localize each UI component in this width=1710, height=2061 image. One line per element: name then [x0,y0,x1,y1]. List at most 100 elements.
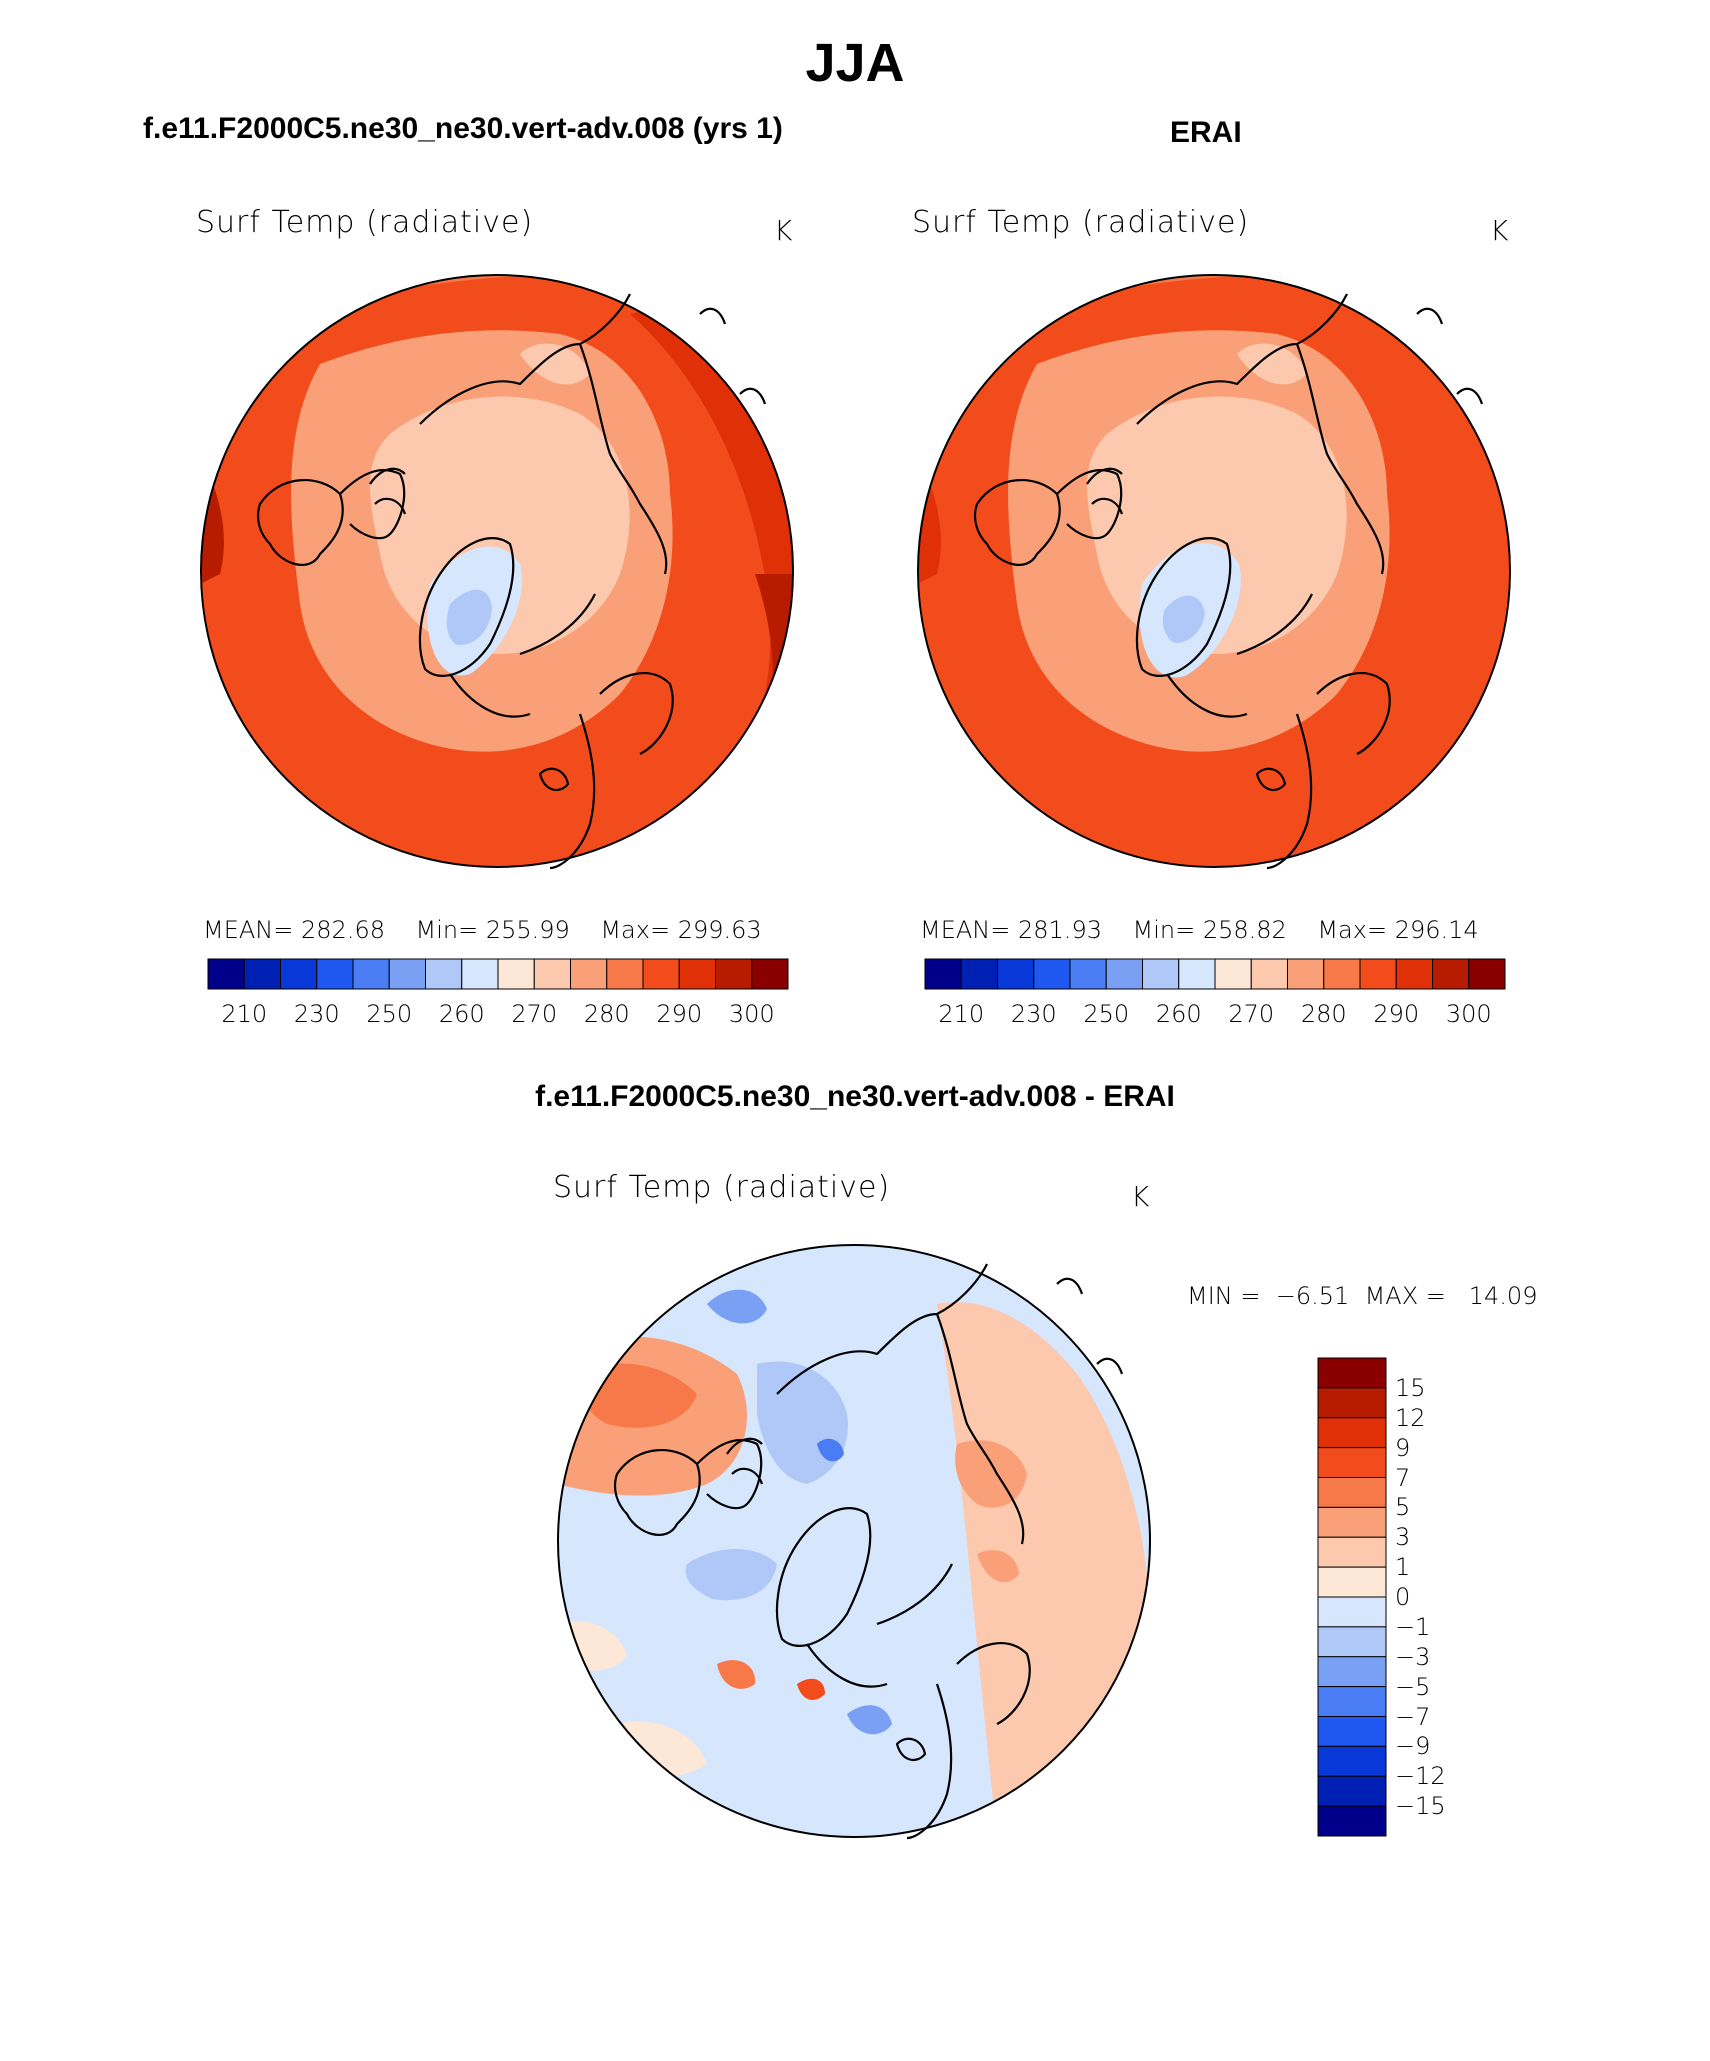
obs-colorbar-swatch [1250,958,1288,990]
model-colorbar-tick: 290 [656,1000,703,1028]
obs-variable-label: Surf Temp (radiative) [912,205,1250,240]
diff-colorbar-swatch [1317,1447,1387,1478]
model-max-value: 299.63 [677,916,762,944]
model-panel-header: f.e11.F2000C5.ne30_ne30.vert-adv.008 (yr… [143,112,783,145]
model-colorbar [207,958,789,990]
obs-colorbar-tick: 250 [1083,1000,1130,1028]
model-colorbar-swatch [678,958,716,990]
obs-colorbar-swatch [1468,958,1506,990]
model-colorbar-swatch [352,958,390,990]
diff-colorbar-tick: −12 [1395,1762,1446,1791]
obs-min-label: Min= [1132,916,1196,944]
diff-colorbar-tick: 1 [1395,1553,1411,1582]
model-colorbar-swatch [497,958,535,990]
diff-colorbar-swatch [1317,1506,1387,1538]
obs-mean-label: MEAN= [920,916,1011,944]
diff-colorbar-tick: 12 [1395,1403,1426,1432]
model-polar-map [200,274,794,870]
model-colorbar-ticks: 210 230 250 260 270 280 290 300 [208,1000,788,1032]
model-colorbar-swatch [316,958,354,990]
obs-colorbar-swatch [1105,958,1143,990]
diff-colorbar-tick: −7 [1395,1702,1431,1731]
diff-variable-label: Surf Temp (radiative) [553,1170,891,1205]
obs-colorbar-swatch [1142,958,1180,990]
obs-polar-map [917,274,1511,870]
obs-colorbar-swatch [1178,958,1216,990]
model-min-value: 255.99 [485,916,570,944]
diff-colorbar-tick: 3 [1395,1523,1411,1552]
model-colorbar-tick: 280 [583,1000,630,1028]
diff-colorbar-swatch [1317,1626,1387,1658]
model-stats: MEAN= 282.68 Min= 255.99 Max= 299.63 [203,916,762,944]
diff-min-value: −6.51 [1275,1282,1350,1310]
diff-polar-map [557,1244,1151,1840]
obs-colorbar-tick: 270 [1228,1000,1275,1028]
model-colorbar-swatch [715,958,753,990]
model-mean-label: MEAN= [203,916,294,944]
obs-colorbar-tick: 290 [1373,1000,1420,1028]
obs-colorbar-tick: 280 [1300,1000,1347,1028]
diff-colorbar-tick: 5 [1395,1493,1411,1522]
diff-colorbar-swatch [1317,1656,1387,1688]
obs-colorbar-swatch [1359,958,1397,990]
obs-colorbar-ticks: 210 230 250 260 270 280 290 300 [925,1000,1505,1032]
obs-stats: MEAN= 281.93 Min= 258.82 Max= 296.14 [920,916,1479,944]
model-colorbar-swatch [751,958,789,990]
model-colorbar-swatch [243,958,281,990]
diff-colorbar [1317,1357,1387,1837]
diff-colorbar-tick: 15 [1395,1373,1426,1402]
obs-colorbar-swatch [1395,958,1433,990]
model-colorbar-tick: 270 [511,1000,558,1028]
model-max-label: Max= [600,916,671,944]
model-colorbar-swatch [461,958,499,990]
obs-colorbar-swatch [1214,958,1252,990]
diff-colorbar-tick: 9 [1395,1433,1411,1462]
obs-panel-header: ERAI [1170,116,1242,149]
model-colorbar-swatch [280,958,318,990]
obs-colorbar-swatch [960,958,998,990]
diff-colorbar-swatch [1317,1805,1387,1837]
diff-colorbar-swatch [1317,1536,1387,1568]
model-colorbar-tick: 230 [293,1000,340,1028]
diff-colorbar-swatch [1317,1686,1387,1717]
model-colorbar-swatch [388,958,426,990]
obs-colorbar-tick: 210 [938,1000,985,1028]
diff-colorbar-tick: −15 [1395,1792,1446,1821]
model-colorbar-tick: 210 [221,1000,268,1028]
diff-colorbar-tick: −3 [1395,1642,1431,1671]
obs-colorbar-swatch [1323,958,1361,990]
model-colorbar-swatch [606,958,644,990]
model-min-label: Min= [415,916,479,944]
obs-colorbar-tick: 300 [1445,1000,1492,1028]
model-colorbar-swatch [533,958,571,990]
diff-colorbar-swatch [1317,1417,1387,1449]
obs-colorbar-swatch [1069,958,1107,990]
diff-colorbar-swatch [1317,1357,1387,1389]
obs-colorbar-tick: 260 [1155,1000,1202,1028]
model-mean-value: 282.68 [301,916,385,944]
model-colorbar-swatch [425,958,463,990]
diff-min-label: MIN = [1187,1282,1261,1310]
diff-colorbar-tick: −1 [1395,1612,1431,1641]
diff-panel-header: f.e11.F2000C5.ne30_ne30.vert-adv.008 - E… [535,1080,1175,1113]
diff-colorbar-swatch [1317,1477,1387,1508]
obs-colorbar-tick: 230 [1010,1000,1057,1028]
obs-colorbar [924,958,1506,990]
model-colorbar-tick: 250 [366,1000,413,1028]
obs-colorbar-swatch [1033,958,1071,990]
diff-colorbar-tick: 0 [1395,1583,1411,1611]
diff-units-label: K [1131,1180,1150,1213]
diff-colorbar-swatch [1317,1745,1387,1777]
diff-minmax: MIN = −6.51 MAX = 14.09 [1187,1282,1537,1310]
diff-max-value: 14.09 [1468,1282,1538,1310]
main-title: JJA [805,33,905,93]
obs-colorbar-swatch [924,958,962,990]
obs-max-value: 296.14 [1394,916,1479,944]
model-colorbar-tick: 260 [438,1000,485,1028]
obs-units-label: K [1490,214,1509,247]
model-units-label: K [774,214,793,247]
model-colorbar-swatch [207,958,245,990]
diff-colorbar-swatch [1317,1596,1387,1628]
model-colorbar-swatch [570,958,608,990]
model-colorbar-tick: 300 [728,1000,775,1028]
